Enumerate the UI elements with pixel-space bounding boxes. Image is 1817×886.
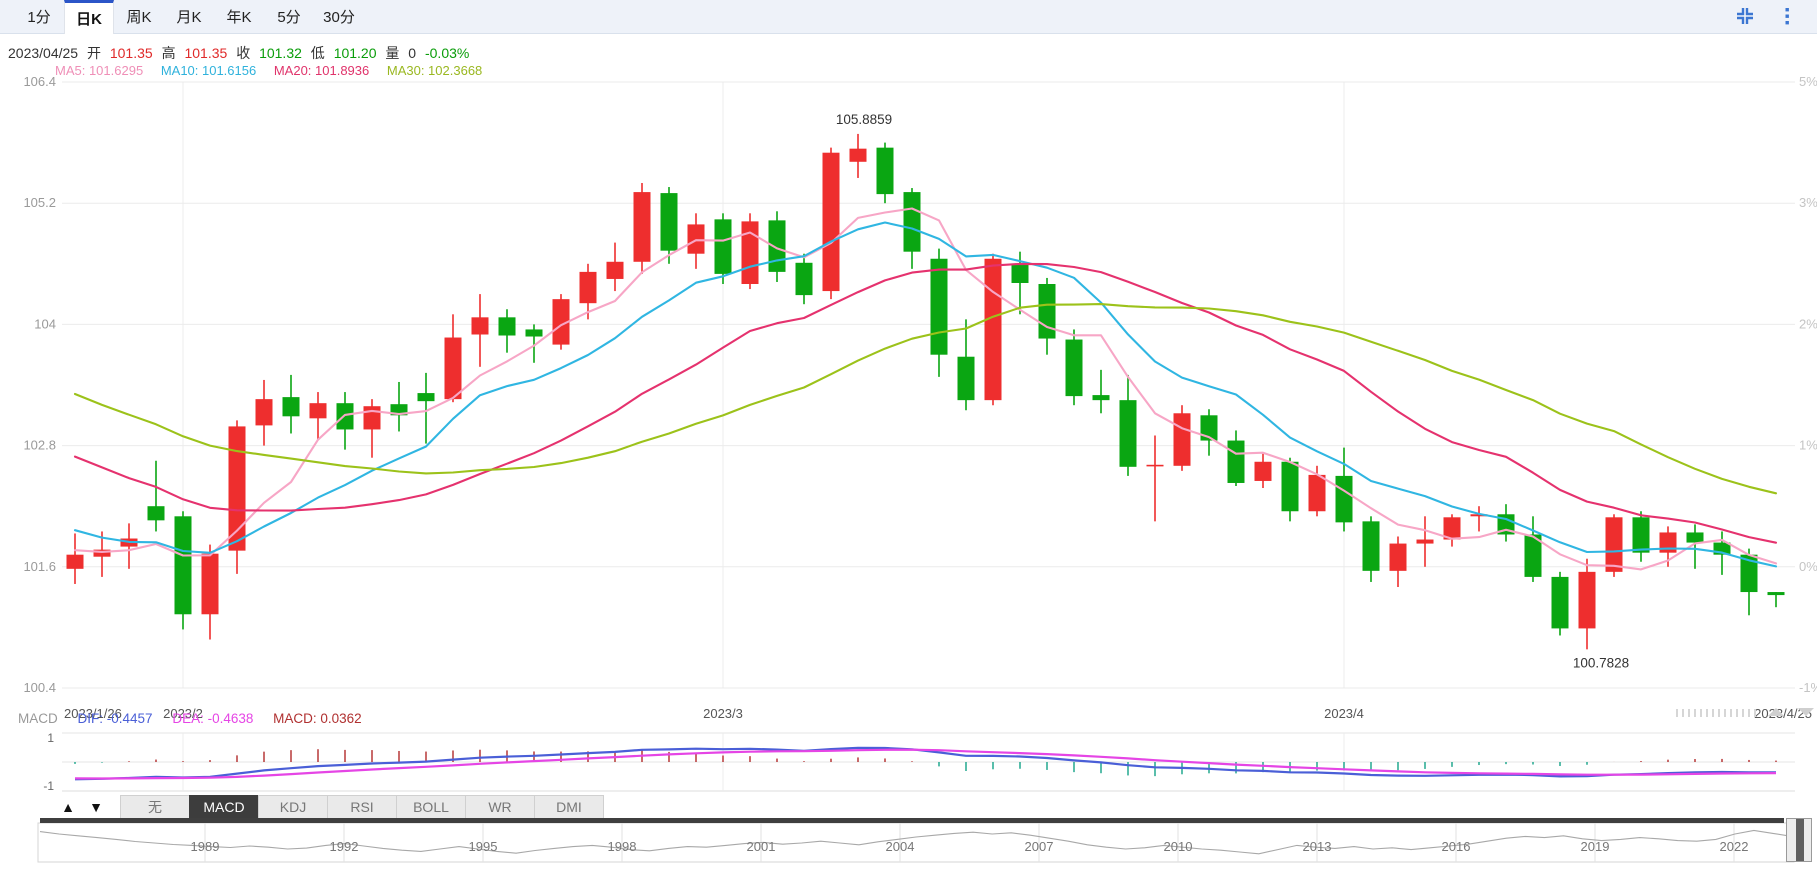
low-label: 低	[310, 45, 325, 61]
svg-text:5%: 5%	[1799, 75, 1817, 89]
svg-text:1989: 1989	[191, 839, 220, 854]
tab-wr[interactable]: WR	[465, 795, 535, 819]
zoom-in-triangle[interactable]	[1768, 708, 1784, 716]
ma10-value: MA10: 101.6156	[160, 63, 257, 78]
macd-dif-value: DIF: -0.4457	[77, 711, 153, 726]
svg-text:1992: 1992	[330, 839, 359, 854]
tab-30min[interactable]: 30分	[323, 9, 355, 26]
more-icon[interactable]	[1775, 4, 1799, 28]
svg-text:2023/3: 2023/3	[703, 706, 743, 721]
change-percent: -0.03%	[424, 45, 470, 61]
macd-bar-value: MACD: 0.0362	[273, 711, 362, 726]
svg-text:2019: 2019	[1581, 839, 1610, 854]
open-value: 101.35	[109, 45, 153, 61]
tab-weekly-k[interactable]: 周K	[126, 9, 152, 26]
svg-text:105.8859: 105.8859	[836, 112, 892, 127]
svg-text:2%: 2%	[1799, 316, 1817, 331]
svg-text:104: 104	[34, 316, 56, 331]
indicator-bar: ▲ ▼ 无 MACD KDJ RSI BOLL WR DMI	[0, 795, 1817, 819]
svg-text:2013: 2013	[1303, 839, 1332, 854]
tab-monthly-k[interactable]: 月K	[176, 9, 202, 26]
svg-text:2007: 2007	[1025, 839, 1054, 854]
macd-dea-value: DEA: -0.4638	[172, 711, 254, 726]
close-label: 收	[236, 45, 251, 61]
indicator-tabs: 无 MACD KDJ RSI BOLL WR DMI	[120, 795, 604, 819]
indicator-up-button[interactable]: ▲	[61, 799, 75, 815]
svg-text:106.4: 106.4	[23, 75, 56, 89]
x-scroll-dotted-strip[interactable]	[1676, 709, 1760, 717]
ma30-value: MA30: 102.3668	[386, 63, 483, 78]
svg-text:105.2: 105.2	[23, 195, 56, 210]
svg-text:2001: 2001	[747, 839, 776, 854]
tab-macd[interactable]: MACD	[189, 795, 259, 819]
tab-5min[interactable]: 5分	[277, 9, 301, 26]
macd-title: MACD	[18, 711, 58, 726]
svg-text:2023/2: 2023/2	[163, 706, 203, 721]
tab-dmi[interactable]: DMI	[534, 795, 604, 819]
open-label: 开	[86, 45, 101, 61]
svg-text:2022: 2022	[1720, 839, 1749, 854]
svg-text:1998: 1998	[608, 839, 637, 854]
period-tabs: 1分 日K 周K 月K 年K 5分 30分	[0, 0, 364, 34]
quote-date: 2023/04/25	[8, 45, 79, 61]
high-label: 高	[161, 45, 176, 61]
tab-1min[interactable]: 1分	[27, 9, 51, 26]
svg-text:2023/4: 2023/4	[1324, 706, 1364, 721]
macd-chart[interactable]: 1 -1	[0, 726, 1817, 794]
high-value: 101.35	[184, 45, 228, 61]
svg-text:100.7828: 100.7828	[1573, 655, 1629, 670]
close-value: 101.32	[259, 45, 302, 61]
svg-text:1995: 1995	[469, 839, 498, 854]
svg-text:2023/1/26: 2023/1/26	[64, 706, 122, 721]
tab-none[interactable]: 无	[120, 795, 190, 819]
period-toolbar: 1分 日K 周K 月K 年K 5分 30分	[0, 0, 1817, 34]
tab-rsi[interactable]: RSI	[327, 795, 397, 819]
svg-text:-1%: -1%	[1799, 680, 1817, 695]
history-navigator[interactable]: 1989 1992 1995 1998 2001 2004 2007 2010 2013 2016…	[0, 810, 1817, 870]
svg-text:100.4: 100.4	[23, 680, 56, 695]
svg-text:2010: 2010	[1164, 839, 1193, 854]
tab-daily-k[interactable]: 日K	[64, 0, 114, 34]
ma-legend: MA5: 101.6295 MA10: 101.6156 MA20: 101.8…	[55, 63, 496, 78]
svg-text:2004: 2004	[886, 839, 915, 854]
zoom-out-triangle[interactable]	[1798, 708, 1814, 716]
svg-text:1: 1	[47, 731, 54, 745]
svg-text:3%: 3%	[1799, 195, 1817, 210]
ma20-value: MA20: 101.8936	[273, 63, 370, 78]
candlestick-chart[interactable]: 106.4 5% 105.2 3% 104 2% 102.8 1% 101.6 0% 100.4 -1…	[0, 75, 1817, 725]
svg-text:102.8: 102.8	[23, 438, 56, 453]
navigator-handle[interactable]	[1786, 818, 1812, 862]
navigator-handle-grip	[1796, 819, 1804, 861]
svg-text:1%: 1%	[1799, 438, 1817, 453]
svg-text:0%: 0%	[1799, 559, 1817, 574]
volume-label: 量	[385, 45, 400, 61]
toolbar-icons	[1733, 4, 1799, 28]
collapse-icon[interactable]	[1733, 4, 1757, 28]
svg-text:-1: -1	[43, 779, 54, 793]
quote-bar: 2023/04/25 开 101.35 高 101.35 收 101.32 低 …	[8, 43, 474, 61]
macd-header: MACD DIF: -0.4457 DEA: -0.4638 MACD: 0.0…	[18, 711, 378, 727]
tab-boll[interactable]: BOLL	[396, 795, 466, 819]
tab-kdj[interactable]: KDJ	[258, 795, 328, 819]
volume-value: 0	[408, 45, 417, 61]
ma5-value: MA5: 101.6295	[55, 63, 144, 78]
indicator-down-button[interactable]: ▼	[89, 799, 103, 815]
tab-yearly-k[interactable]: 年K	[226, 9, 252, 26]
svg-text:101.6: 101.6	[23, 559, 56, 574]
svg-text:2016: 2016	[1442, 839, 1471, 854]
low-value: 101.20	[333, 45, 377, 61]
